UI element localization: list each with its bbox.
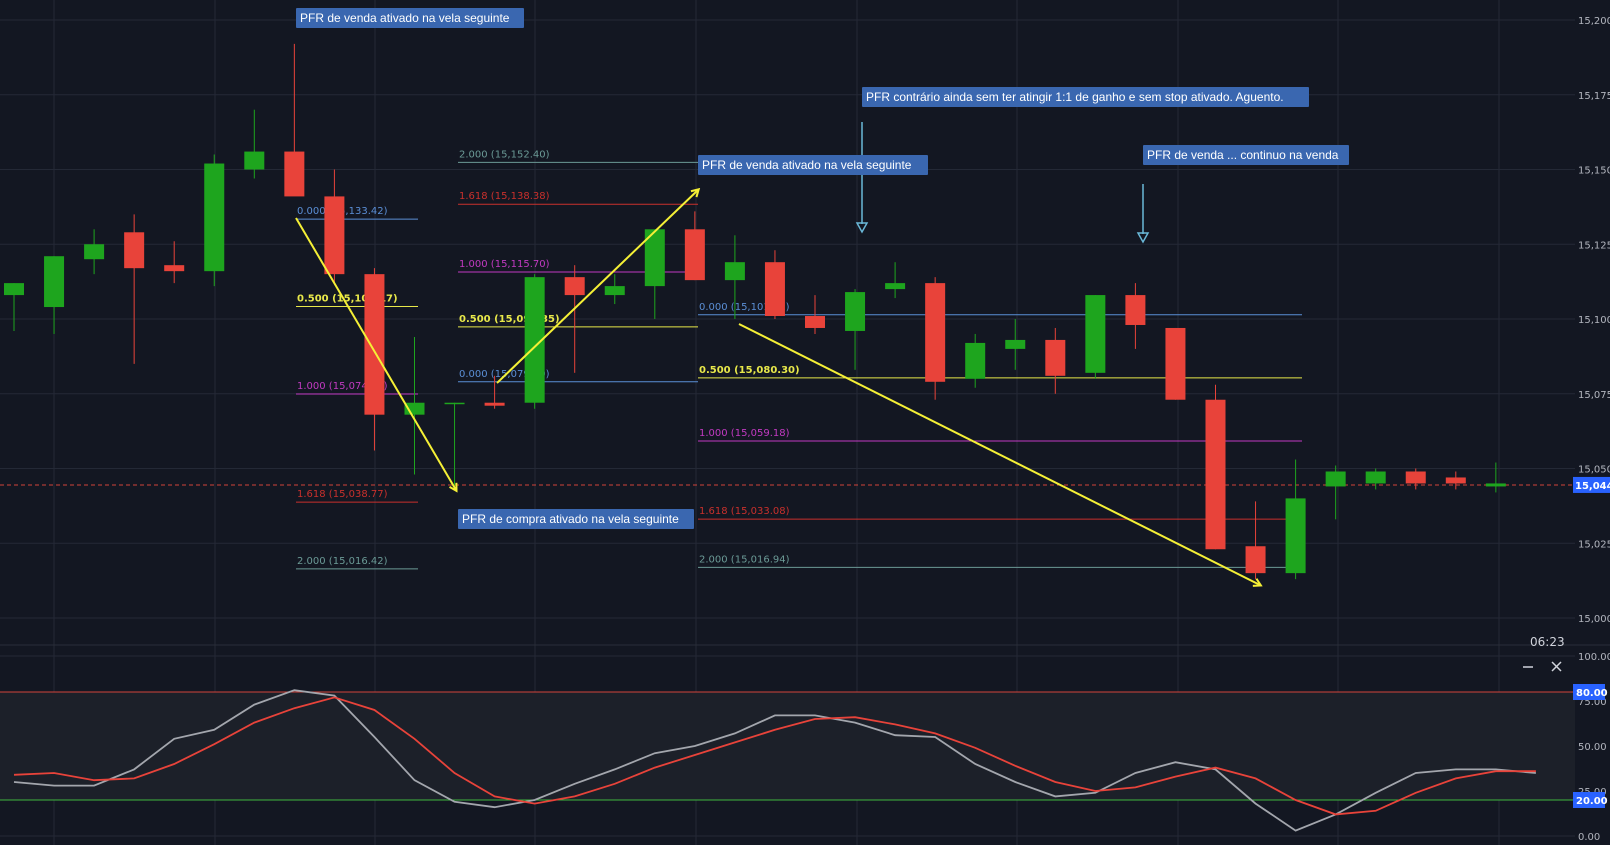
candle[interactable] [324,169,345,284]
price-tick-label: 15,175.00 [1578,91,1610,102]
osc-tick-label: 100.00 [1578,652,1610,663]
price-tick-label: 15,125.00 [1578,240,1610,251]
fib-level-label: 0.500 (15,097.35) [459,314,560,325]
trend-arrow[interactable] [496,190,698,384]
price-tick-label: 15,050.00 [1578,465,1610,476]
candle[interactable] [1045,327,1066,394]
osc-tick-label: 75.00 [1578,697,1607,708]
candle[interactable] [484,375,505,409]
stochastic-oscillator[interactable] [13,689,1536,832]
candle[interactable] [564,265,585,373]
candle[interactable] [1405,468,1426,490]
candle[interactable] [684,211,705,281]
osc-upper-level-tag [1573,684,1605,700]
fib-level-label: 0.500 (15,080.30) [699,365,800,376]
candle[interactable] [724,235,745,319]
annotation-text: PFR de venda ativado na vela seguinte [300,11,510,25]
candle[interactable] [925,277,946,400]
price-tick-label: 15,200.00 [1578,16,1610,27]
price-axis[interactable]: 15,200.00 15,175.00 15,150.00 15,125.00 15,1… [1573,16,1610,843]
candle[interactable] [164,241,185,284]
fib-level-label: 1.618 (15,038.77) [297,489,388,500]
oscillator-band [0,692,1575,800]
candle-timer: 06:23 [1530,635,1565,649]
candle[interactable] [1285,459,1306,580]
current-price-tag [1573,476,1610,493]
candle[interactable] [1485,462,1506,493]
candle[interactable] [1445,471,1466,490]
trend-arrow[interactable] [295,217,456,490]
osc-d-line[interactable] [13,696,1536,816]
annotation-callout[interactable]: PFR de venda ... continuo na venda [1143,145,1349,165]
annotations[interactable]: PFR de venda ativado na vela seguinte PFR… [296,8,1349,529]
candle[interactable] [604,274,625,305]
oscillator-overbought-zone [0,691,1575,801]
osc-tick-label: 50.00 [1578,742,1607,753]
fib-level-label: 2.000 (15,016.94) [699,554,790,565]
down-arrow-icon[interactable] [855,122,869,234]
candle[interactable] [885,262,906,299]
candle[interactable] [444,402,465,487]
fib-level-label: 0.500 (15,104.17) [297,294,398,305]
candle[interactable] [84,229,105,275]
price-tick-label: 15,000.00 [1578,614,1610,625]
fib-level-label: 1.000 (15,074.92) [297,381,388,392]
annotation-text: PFR de compra ativado na vela seguinte [462,512,679,526]
candle[interactable] [524,274,545,409]
annotation-callout[interactable]: PFR contrário ainda sem ter atingir 1:1 … [862,87,1309,107]
candle[interactable] [1325,465,1346,520]
fib-level-label: 2.000 (15,152.40) [459,149,550,160]
candle[interactable] [1205,384,1226,550]
trend-arrow[interactable] [738,323,1260,585]
candle[interactable] [124,214,145,364]
annotation-text: PFR de venda ativado na vela seguinte [702,158,912,172]
candle[interactable] [404,336,425,475]
candle[interactable] [805,295,825,334]
price-tick-label: 15,150.00 [1578,166,1610,177]
osc-tick-label: 0.00 [1578,832,1600,843]
fib-level-label: 0.000 (15,079.00) [459,369,550,380]
candle[interactable] [364,268,385,451]
annotation-text: PFR contrário ainda sem ter atingir 1:1 … [866,90,1284,104]
candle[interactable] [44,256,65,334]
osc-lower-level-tag-label: 20.00 [1576,796,1608,807]
candle[interactable] [1245,501,1266,580]
candle[interactable] [1125,283,1146,349]
down-arrow-icon[interactable] [1136,184,1150,244]
annotation-callout[interactable]: PFR de compra ativado na vela seguinte [458,509,694,529]
osc-k-line[interactable] [13,689,1536,832]
candle[interactable] [845,289,866,370]
candle[interactable] [1165,327,1186,400]
fib-level-label: 1.000 (15,115.70) [459,259,550,270]
fib-level-label: 2.000 (15,016.42) [297,556,388,567]
osc-lower-level-tag [1573,792,1605,808]
candle[interactable] [204,154,225,287]
candle[interactable] [764,250,785,319]
trend-arrows[interactable] [295,122,1260,585]
osc-upper-level-tag-label: 80.00 [1576,688,1608,699]
fibonacci-levels[interactable]: 0.000 (15,133.42)0.500 (15,104.17)1.000 … [296,149,1302,570]
candle[interactable] [244,109,265,179]
current-price-label: 15,044.5 [1575,481,1610,492]
price-tick-label: 15,100.00 [1578,315,1610,326]
annotation-callout[interactable]: PFR de venda ativado na vela seguinte [698,155,928,175]
close-icon[interactable] [1551,661,1562,672]
candle[interactable] [4,283,24,331]
candle[interactable] [1085,295,1106,379]
candle[interactable] [965,333,986,388]
price-tick-label: 15,075.00 [1578,390,1610,401]
fib-level-label: 0.000 (15,101.42) [699,302,790,313]
candle[interactable] [1365,468,1386,490]
price-tick-label: 15,025.00 [1578,539,1610,550]
candles[interactable] [4,43,1506,580]
annotation-callout[interactable]: PFR de venda ativado na vela seguinte [296,8,524,28]
candle[interactable] [284,43,305,197]
annotation-text: PFR de venda ... continuo na venda [1147,148,1339,162]
candle[interactable] [1005,319,1026,370]
fib-level-label: 1.000 (15,059.18) [699,428,790,439]
fib-level-label: 1.618 (15,033.08) [699,506,790,517]
candle[interactable] [644,229,665,319]
fib-level-label: 1.618 (15,138.38) [459,191,550,202]
